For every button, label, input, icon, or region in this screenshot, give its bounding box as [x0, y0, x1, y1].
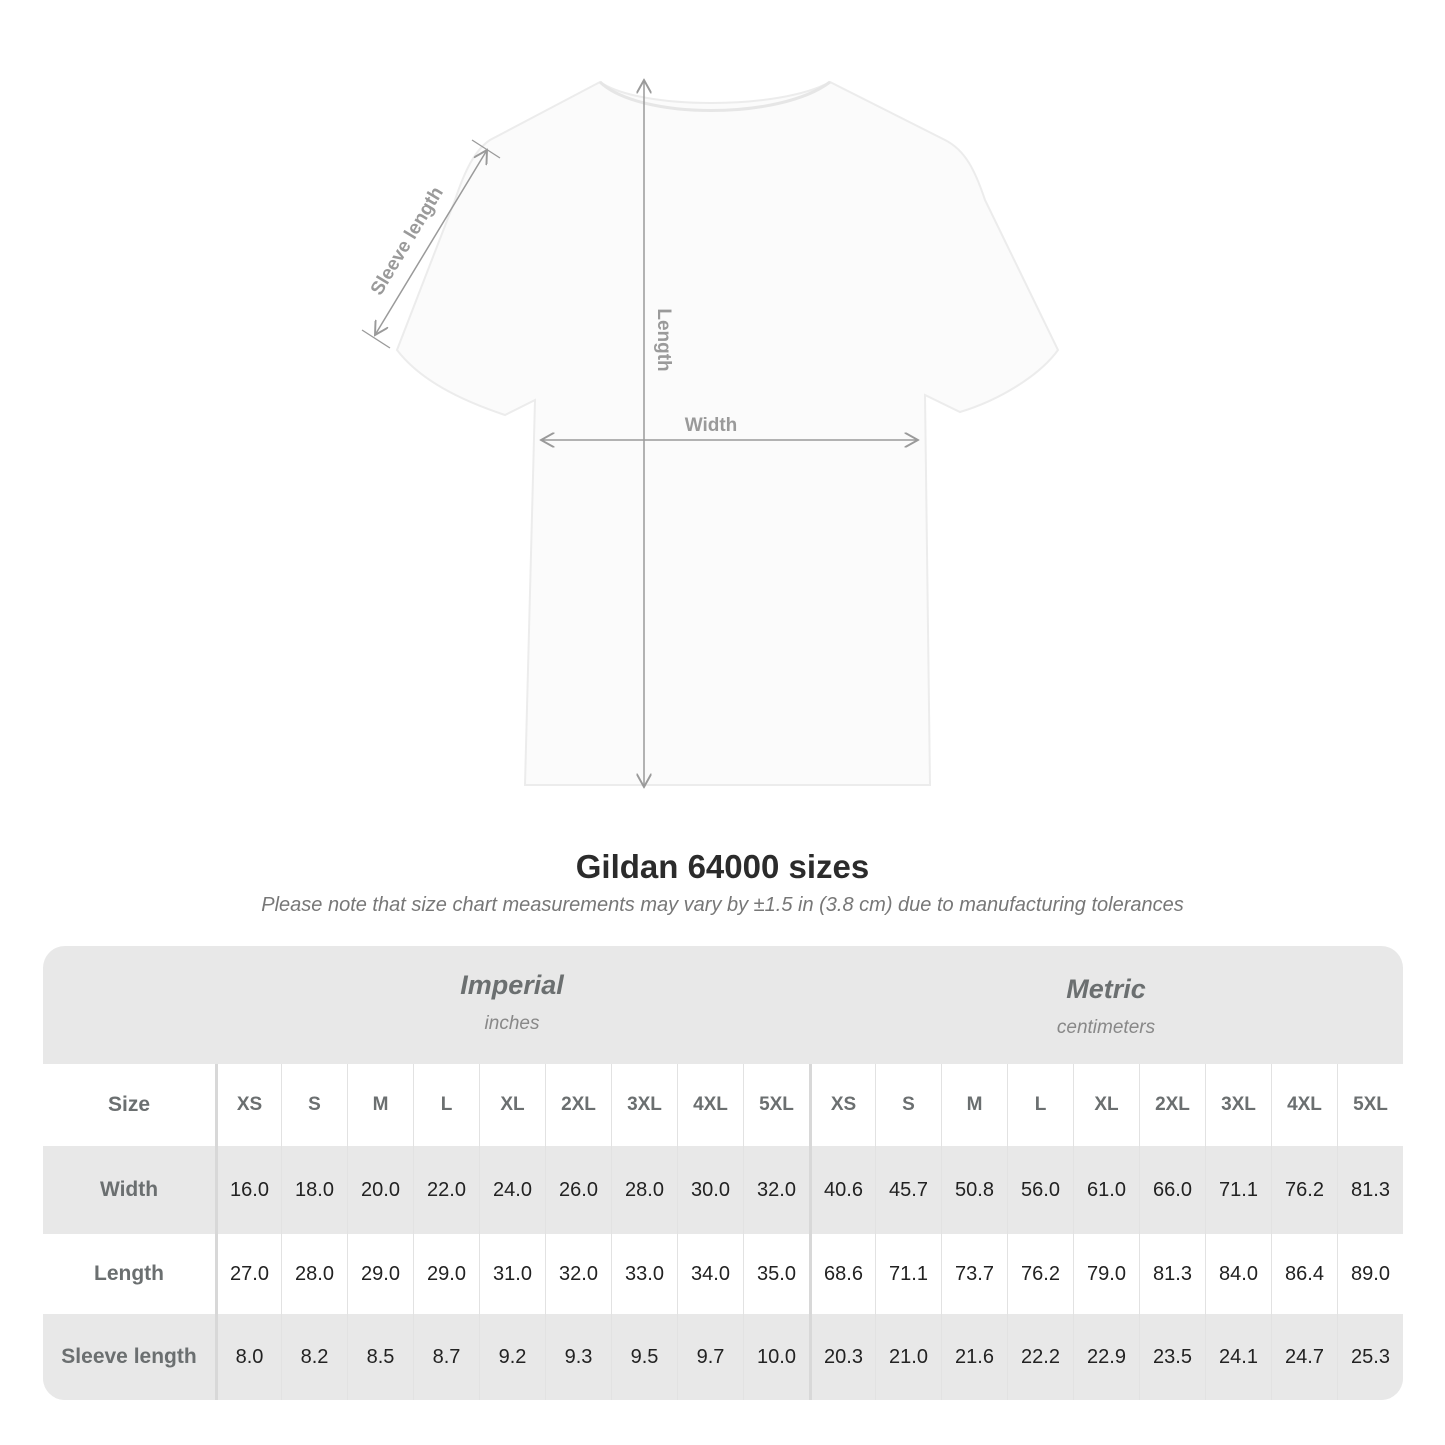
table-row: Sleeve length 8.0 8.2 8.5 8.7 9.2 9.3 9.5 9.7 10.…	[43, 1314, 1403, 1400]
value-cell: 8.0	[215, 1314, 281, 1400]
size-header-cell: M	[347, 1064, 413, 1146]
value-cell: 45.7	[875, 1146, 941, 1234]
row-label: Size	[107, 1093, 151, 1116]
sleeve-measure-line	[375, 150, 487, 335]
tolerance-note: Please note that size chart measurements…	[261, 894, 1184, 916]
value-cell: 40.6	[809, 1146, 875, 1234]
value-cell: 9.2	[479, 1314, 545, 1400]
value-cell: 29.0	[347, 1234, 413, 1314]
size-header-cell: S	[281, 1064, 347, 1146]
value-cell: 22.9	[1073, 1314, 1139, 1400]
size-header-row: Size XS S M L XL 2XL 3XL 4XL 5XL XS S M L XL 2XL 3XL 4XL 5…	[43, 1064, 1403, 1146]
value-cell: 9.7	[677, 1314, 743, 1400]
value-cell: 56.0	[1007, 1146, 1073, 1234]
table-row: Width 16.0 18.0 20.0 22.0 24.0 26.0 28.0 30.0 32.…	[43, 1146, 1403, 1234]
tshirt-diagram: Sleeve length Length Width	[361, 0, 1060, 820]
value-cell: 33.0	[611, 1234, 677, 1314]
value-cell: 9.5	[611, 1314, 677, 1400]
value-cell: 25.3	[1337, 1314, 1403, 1400]
value-cell: 8.7	[413, 1314, 479, 1400]
size-header-cell: 4XL	[1271, 1064, 1337, 1146]
value-cell: 30.0	[677, 1146, 743, 1234]
value-cell: 28.0	[281, 1234, 347, 1314]
size-header-cell: 3XL	[1205, 1064, 1271, 1146]
value-cell: 79.0	[1073, 1234, 1139, 1314]
size-header-cell: XS	[809, 1064, 875, 1146]
size-header-cell: 5XL	[1337, 1064, 1403, 1146]
value-cell: 27.0	[215, 1234, 281, 1314]
value-cell: 71.1	[875, 1234, 941, 1314]
width-label: Width	[685, 415, 738, 436]
value-cell: 29.0	[413, 1234, 479, 1314]
value-cell: 8.2	[281, 1314, 347, 1400]
value-cell: 23.5	[1139, 1314, 1205, 1400]
metric-header: Metric centimeters	[809, 974, 1403, 1092]
value-cell: 18.0	[281, 1146, 347, 1234]
value-cell: 31.0	[479, 1234, 545, 1314]
value-cell: 84.0	[1205, 1234, 1271, 1314]
value-cell: 24.1	[1205, 1314, 1271, 1400]
value-cell: 71.1	[1205, 1146, 1271, 1234]
value-cell: 76.2	[1271, 1146, 1337, 1234]
page-title: Gildan 64000 sizes	[575, 848, 870, 885]
value-cell: 16.0	[215, 1146, 281, 1234]
value-cell: 21.0	[875, 1314, 941, 1400]
value-cell: 34.0	[677, 1234, 743, 1314]
size-header-cell: 2XL	[545, 1064, 611, 1146]
value-cell: 22.0	[413, 1146, 479, 1234]
value-cell: 50.8	[941, 1146, 1007, 1234]
value-cell: 89.0	[1337, 1234, 1403, 1314]
metric-unit: centimeters	[1056, 1017, 1156, 1038]
size-header-cell: 5XL	[743, 1064, 809, 1146]
value-cell: 8.5	[347, 1314, 413, 1400]
value-cell: 32.0	[743, 1146, 809, 1234]
value-cell: 22.2	[1007, 1314, 1073, 1400]
value-cell: 61.0	[1073, 1146, 1139, 1234]
imperial-title: Imperial	[460, 970, 564, 1000]
row-label: Width	[99, 1178, 159, 1201]
value-cell: 76.2	[1007, 1234, 1073, 1314]
size-header-cell: XS	[215, 1064, 281, 1146]
value-cell: 21.6	[941, 1314, 1007, 1400]
row-label: Sleeve length	[61, 1345, 197, 1368]
size-header-cell: S	[875, 1064, 941, 1146]
row-label: Length	[94, 1262, 164, 1285]
size-header-cell: M	[941, 1064, 1007, 1146]
length-label: Length	[653, 308, 674, 371]
value-cell: 68.6	[809, 1234, 875, 1314]
value-cell: 24.0	[479, 1146, 545, 1234]
imperial-unit: inches	[484, 1013, 540, 1034]
size-header-cell: 3XL	[611, 1064, 677, 1146]
size-header-cell: L	[413, 1064, 479, 1146]
value-cell: 66.0	[1139, 1146, 1205, 1234]
size-header-cell: 4XL	[677, 1064, 743, 1146]
value-cell: 26.0	[545, 1146, 611, 1234]
value-cell: 10.0	[743, 1314, 809, 1400]
value-cell: 20.0	[347, 1146, 413, 1234]
value-cell: 81.3	[1139, 1234, 1205, 1314]
value-cell: 73.7	[941, 1234, 1007, 1314]
size-header-cell: L	[1007, 1064, 1073, 1146]
value-cell: 9.3	[545, 1314, 611, 1400]
value-cell: 32.0	[545, 1234, 611, 1314]
size-header-cell: 2XL	[1139, 1064, 1205, 1146]
metric-title: Metric	[1066, 974, 1146, 1004]
value-cell: 35.0	[743, 1234, 809, 1314]
imperial-header: Imperial inches	[215, 970, 809, 1088]
value-cell: 20.3	[809, 1314, 875, 1400]
size-header-cell: XL	[479, 1064, 545, 1146]
size-table: Imperial inches Metric centimeters Size X…	[43, 946, 1403, 1400]
table-row: Length 27.0 28.0 29.0 29.0 31.0 32.0 33.0 34.0 35…	[43, 1234, 1403, 1314]
value-cell: 28.0	[611, 1146, 677, 1234]
value-cell: 24.7	[1271, 1314, 1337, 1400]
value-cell: 86.4	[1271, 1234, 1337, 1314]
size-header-cell: XL	[1073, 1064, 1139, 1146]
value-cell: 81.3	[1337, 1146, 1403, 1234]
